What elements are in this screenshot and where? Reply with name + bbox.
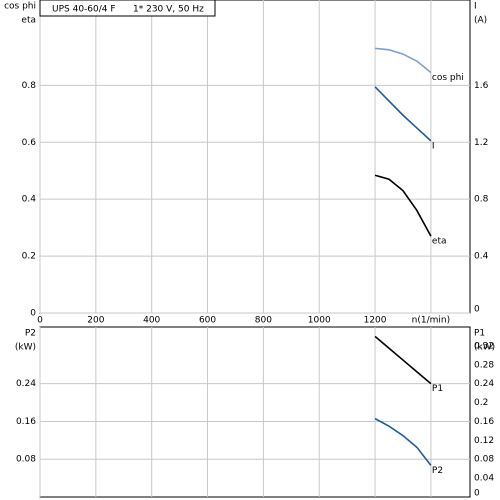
y-axis-title: (kW) xyxy=(15,343,36,353)
x-tick-label: 1200 xyxy=(364,316,387,326)
y-tick-label: 0 xyxy=(30,309,36,319)
y2-tick-label: 0.8 xyxy=(474,195,489,205)
series-line xyxy=(374,47,432,74)
y2-axis-title: P1 xyxy=(474,329,485,339)
series-label: cos phi xyxy=(432,73,464,83)
y2-tick-label: 0 xyxy=(474,305,480,315)
y-tick-label: 0.16 xyxy=(16,417,36,427)
series-line xyxy=(374,174,432,237)
series-line xyxy=(374,417,432,466)
series-label: P2 xyxy=(432,466,443,476)
plot-frame xyxy=(39,326,471,498)
y-tick-label: 0.8 xyxy=(22,81,37,91)
y-tick-label: 0.6 xyxy=(22,138,37,148)
y2-tick-label: 0 xyxy=(474,489,480,499)
chart-subtitle: 1* 230 V, 50 Hz xyxy=(133,5,204,15)
y2-tick-label: 0.32 xyxy=(474,341,494,351)
y2-tick-label: 0.4 xyxy=(474,252,489,262)
y-axis-title: cos phi xyxy=(4,2,36,12)
x-tick-label: 200 xyxy=(87,316,104,326)
x-tick-label: 400 xyxy=(143,316,160,326)
series-label: I xyxy=(432,141,435,151)
y2-tick-label: 1.6 xyxy=(474,81,489,91)
series-label: eta xyxy=(432,237,447,247)
series-line xyxy=(374,86,432,142)
y2-tick-label: 1.2 xyxy=(474,138,488,148)
y2-tick-label: 0.04 xyxy=(474,474,494,484)
y2-tick-label: 0.2 xyxy=(474,398,488,408)
y2-tick-label: 0.16 xyxy=(474,417,494,427)
x-tick-label: 1000 xyxy=(308,316,331,326)
series-line xyxy=(374,335,432,385)
x-tick-label: n(1/min) xyxy=(412,316,450,326)
x-tick-label: 600 xyxy=(199,316,216,326)
y2-tick-label: 0.12 xyxy=(474,436,494,446)
y2-axis-title: (A) xyxy=(474,16,487,26)
y2-axis-title: I xyxy=(474,2,477,12)
x-tick-label: 0 xyxy=(37,316,43,326)
x-tick-label: 800 xyxy=(255,316,272,326)
y-tick-label: 0.24 xyxy=(16,379,36,389)
plot-frame xyxy=(39,0,471,314)
series-label: P1 xyxy=(432,384,443,394)
y2-tick-label: 0.24 xyxy=(474,379,494,389)
y-tick-label: 0.08 xyxy=(16,455,36,465)
y-tick-label: 0.4 xyxy=(22,195,37,205)
y2-tick-label: 0.28 xyxy=(474,360,494,370)
y-axis-title: eta xyxy=(21,16,36,26)
chart-title: UPS 40-60/4 F xyxy=(52,5,116,15)
title-box xyxy=(39,0,216,17)
y2-axis-title: (kW) xyxy=(474,343,495,353)
y-tick-label: 0.2 xyxy=(22,252,36,262)
y2-tick-label: 0.08 xyxy=(474,455,494,465)
y-axis-title: P2 xyxy=(25,329,36,339)
